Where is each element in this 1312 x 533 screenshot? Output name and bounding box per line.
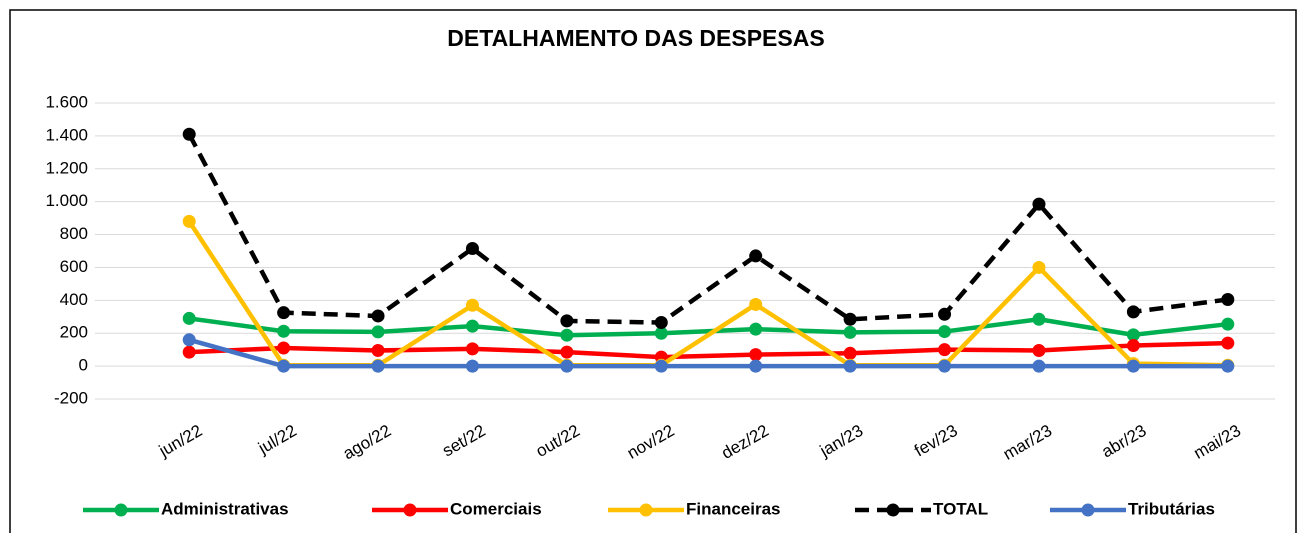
point-marker <box>371 325 385 339</box>
point-marker <box>843 325 857 339</box>
point-marker <box>1126 339 1140 353</box>
point-marker <box>749 359 763 373</box>
point-marker <box>1221 359 1235 373</box>
point-marker <box>1032 343 1046 357</box>
point-marker <box>560 314 574 328</box>
series-line <box>188 316 1229 338</box>
point-marker <box>560 345 574 359</box>
y-tick-label: 1.400 <box>45 125 88 144</box>
y-tick-label: 800 <box>60 224 88 243</box>
point-marker <box>1126 359 1140 373</box>
point-marker <box>277 306 291 320</box>
y-tick-label: -200 <box>54 388 88 407</box>
legend-label: Financeiras <box>686 499 781 518</box>
point-marker <box>182 127 196 141</box>
series-line <box>188 337 1228 369</box>
legend-label: Comerciais <box>450 499 542 518</box>
point-marker <box>843 359 857 373</box>
point-marker <box>182 214 196 228</box>
legend-label: TOTAL <box>933 499 988 518</box>
point-marker <box>938 359 952 373</box>
point-marker <box>465 359 479 373</box>
point-marker <box>749 249 763 263</box>
point-marker <box>749 322 763 336</box>
point-marker <box>371 359 385 373</box>
point-marker <box>654 326 668 340</box>
point-marker <box>371 343 385 357</box>
point-marker <box>1032 260 1046 274</box>
point-marker <box>465 342 479 356</box>
point-marker <box>938 325 952 339</box>
point-marker <box>465 242 479 256</box>
legend-marker <box>639 503 653 517</box>
point-marker <box>1221 317 1235 331</box>
y-tick-label: 1.000 <box>45 191 88 210</box>
point-marker <box>465 298 479 312</box>
point-marker <box>182 311 196 325</box>
legend-marker <box>114 503 128 517</box>
point-marker <box>277 341 291 355</box>
legend-marker <box>886 503 900 517</box>
point-marker <box>1221 293 1235 307</box>
y-tick-label: 1.200 <box>45 158 88 177</box>
series-line <box>187 133 1229 325</box>
point-marker <box>843 312 857 326</box>
y-tick-label: 1.600 <box>45 92 88 111</box>
point-marker <box>182 333 196 347</box>
y-tick-label: 200 <box>60 323 88 342</box>
point-marker <box>938 307 952 321</box>
point-marker <box>1221 336 1235 350</box>
point-marker <box>277 324 291 338</box>
point-marker <box>560 359 574 373</box>
point-marker <box>654 316 668 330</box>
point-marker <box>560 328 574 342</box>
y-tick-label: 400 <box>60 290 88 309</box>
point-marker <box>654 359 668 373</box>
point-marker <box>277 359 291 373</box>
point-marker <box>371 309 385 323</box>
point-marker <box>1126 305 1140 319</box>
legend-label: Tributárias <box>1128 499 1215 518</box>
point-marker <box>749 348 763 362</box>
point-marker <box>938 343 952 357</box>
y-tick-label: 600 <box>60 257 88 276</box>
point-marker <box>1126 328 1140 342</box>
point-marker <box>1032 312 1046 326</box>
point-marker <box>1032 359 1046 373</box>
point-marker <box>843 346 857 360</box>
legend-marker <box>403 503 417 517</box>
series-line <box>189 340 1228 360</box>
y-tick-label: 0 <box>79 356 88 375</box>
chart-title: DETALHAMENTO DAS DESPESAS <box>447 25 824 51</box>
point-marker <box>749 297 763 311</box>
point-marker <box>465 319 479 333</box>
legend-label: Administrativas <box>161 499 289 518</box>
legend-marker <box>1081 503 1095 517</box>
point-marker <box>182 345 196 359</box>
point-marker <box>1032 197 1046 211</box>
